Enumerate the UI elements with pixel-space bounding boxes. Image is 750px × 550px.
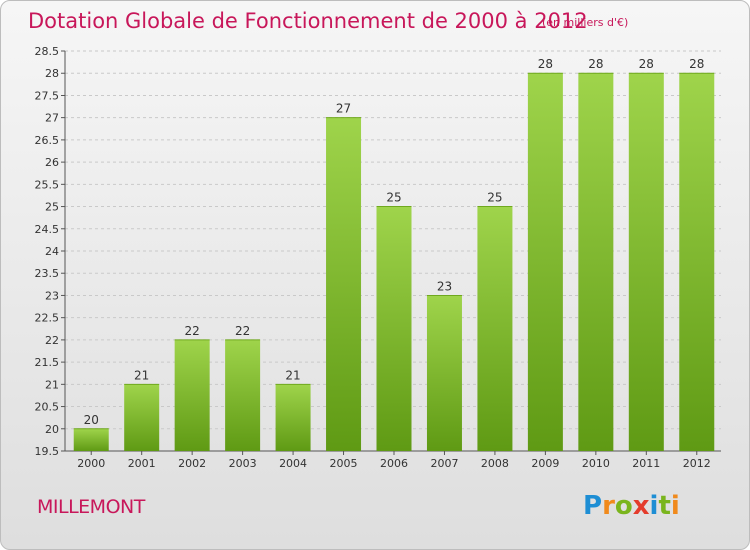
data-label: 28 (588, 57, 603, 71)
x-tick-label: 2010 (582, 457, 610, 470)
place-name: MILLEMONT (37, 496, 145, 518)
y-tick-label: 27.5 (35, 89, 60, 102)
y-tick-label: 22.5 (35, 312, 60, 325)
data-label: 25 (386, 191, 401, 205)
x-tick-label: 2000 (77, 457, 105, 470)
proxiti-logo: Proxiti (583, 491, 680, 521)
bar (174, 339, 210, 451)
x-tick-label: 2004 (279, 457, 307, 470)
y-tick-label: 23.5 (35, 267, 60, 280)
data-label: 23 (437, 279, 452, 293)
y-tick-label: 21.5 (35, 356, 60, 369)
x-tick-label: 2003 (229, 457, 257, 470)
bar (73, 428, 109, 451)
y-tick-label: 25.5 (35, 178, 60, 191)
data-label: 22 (235, 324, 250, 338)
bar (124, 384, 160, 451)
y-tick-label: 23 (45, 289, 59, 302)
chart-subtitle: (en milliers d'€) (542, 16, 629, 29)
bars (73, 72, 715, 452)
bar (326, 117, 362, 452)
axes: 19.5 20 20.5 21 21.5 22 22.5 23 23.5 24 24.5 25 25.5… (35, 45, 721, 470)
y-tick-label: 20.5 (35, 401, 60, 414)
bar (275, 384, 311, 451)
bar (679, 73, 715, 451)
x-tick-label: 2006 (380, 457, 408, 470)
x-tick-label: 2002 (178, 457, 206, 470)
data-label: 20 (84, 413, 99, 427)
bar (225, 339, 261, 451)
y-tick-label: 27 (45, 112, 59, 125)
data-label: 27 (336, 102, 351, 116)
data-labels: 20 21 22 22 21 27 25 23 25 28 28 28 28 (84, 57, 705, 427)
x-tick-label: 2008 (481, 457, 509, 470)
y-tick-label: 25 (45, 201, 59, 214)
x-tick-label: 2005 (330, 457, 358, 470)
x-tick-label: 2012 (683, 457, 711, 470)
x-tick-label: 2007 (430, 457, 458, 470)
y-tick-label: 20 (45, 423, 59, 436)
bar (578, 73, 614, 451)
bar (628, 73, 664, 451)
bar (426, 295, 462, 451)
y-tick-label: 28 (45, 67, 59, 80)
y-tick-label: 19.5 (35, 445, 60, 458)
y-tick-label: 24.5 (35, 223, 60, 236)
y-tick-label: 26 (45, 156, 59, 169)
bar (527, 73, 563, 451)
data-label: 21 (134, 368, 149, 382)
data-label: 22 (185, 324, 200, 338)
y-tick-label: 22 (45, 334, 59, 347)
y-tick-label: 26.5 (35, 134, 60, 147)
data-label: 28 (538, 57, 553, 71)
x-tick-label: 2009 (531, 457, 559, 470)
data-label: 28 (639, 57, 654, 71)
bar (376, 206, 412, 451)
data-label: 25 (487, 191, 502, 205)
chart-title: Dotation Globale de Fonctionnement de 20… (28, 9, 588, 33)
x-tick-label: 2011 (632, 457, 660, 470)
y-tick-label: 21 (45, 378, 59, 391)
y-tick-label: 24 (45, 245, 59, 258)
data-label: 21 (285, 368, 300, 382)
y-tick-label: 28.5 (35, 45, 60, 58)
bar (477, 206, 513, 451)
data-label: 28 (689, 57, 704, 71)
x-tick-label: 2001 (128, 457, 156, 470)
